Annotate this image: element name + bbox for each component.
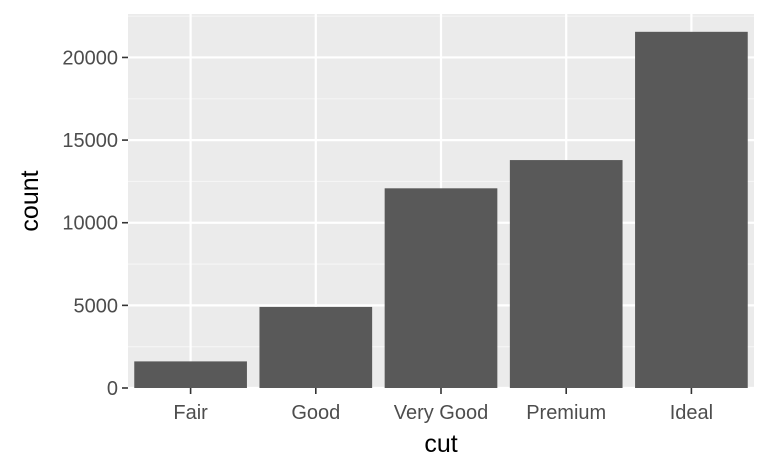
x-axis-title: cut	[424, 430, 457, 458]
y-tick-label: 15000	[62, 130, 118, 152]
bar-ideal	[635, 31, 748, 388]
y-tick-label: 0	[107, 378, 118, 400]
x-tick-label: Very Good	[394, 402, 489, 424]
bar-fair	[134, 361, 247, 388]
y-axis-title: count	[16, 170, 44, 231]
x-tick-label: Premium	[526, 402, 606, 424]
bar-good	[259, 306, 373, 388]
x-tick-label: Fair	[173, 402, 208, 424]
y-tick-label: 5000	[74, 295, 119, 317]
y-tick-label: 10000	[62, 213, 118, 235]
x-tick-label: Ideal	[670, 402, 713, 424]
y-tick-label: 20000	[62, 47, 118, 69]
bar-very-good	[384, 188, 498, 388]
bar-premium	[509, 160, 623, 388]
x-axis: Fair Good Very Good Premium Ideal	[173, 388, 713, 424]
x-tick-label: Good	[291, 402, 340, 424]
y-axis: 0 5000 10000 15000 20000	[62, 47, 128, 400]
bars	[134, 31, 748, 388]
